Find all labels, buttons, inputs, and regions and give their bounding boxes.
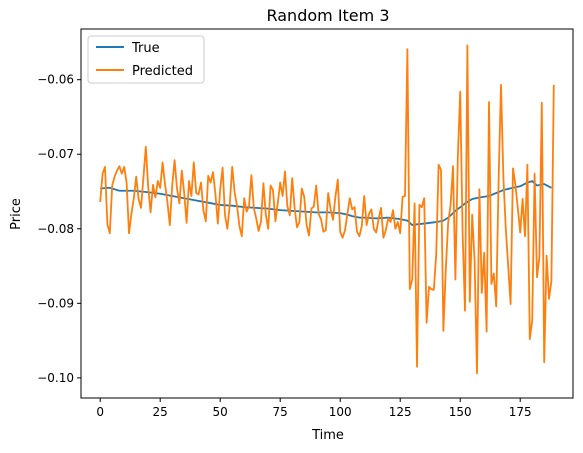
x-tick-label: 175 <box>509 405 532 419</box>
y-tick-label: −0.10 <box>37 371 74 385</box>
x-tick-label: 50 <box>213 405 228 419</box>
x-tick-label: 75 <box>273 405 288 419</box>
x-tick-label: 125 <box>389 405 412 419</box>
chart-title: Random Item 3 <box>266 6 389 25</box>
y-tick-label: −0.08 <box>37 222 74 236</box>
x-axis-label: Time <box>311 428 344 443</box>
y-tick-label: −0.07 <box>37 147 74 161</box>
plot-area-frame <box>80 28 574 399</box>
x-tick-label: 0 <box>96 405 104 419</box>
x-tick-label: 100 <box>329 405 352 419</box>
legend-label-predicted: Predicted <box>132 64 193 79</box>
y-axis-ticks: −0.10 −0.09 −0.08 −0.07 −0.06 <box>37 73 81 385</box>
legend: True Predicted <box>87 35 205 84</box>
x-tick-label: 25 <box>153 405 168 419</box>
y-axis-label: Price <box>9 198 24 230</box>
y-tick-label: −0.09 <box>37 296 74 310</box>
series-line-predicted <box>99 44 555 375</box>
legend-label-true: True <box>131 41 160 56</box>
y-tick-label: −0.06 <box>37 73 74 87</box>
x-axis-ticks: 0 25 50 75 100 125 150 175 <box>96 398 532 419</box>
x-tick-label: 150 <box>449 405 472 419</box>
series-lines <box>99 44 555 375</box>
